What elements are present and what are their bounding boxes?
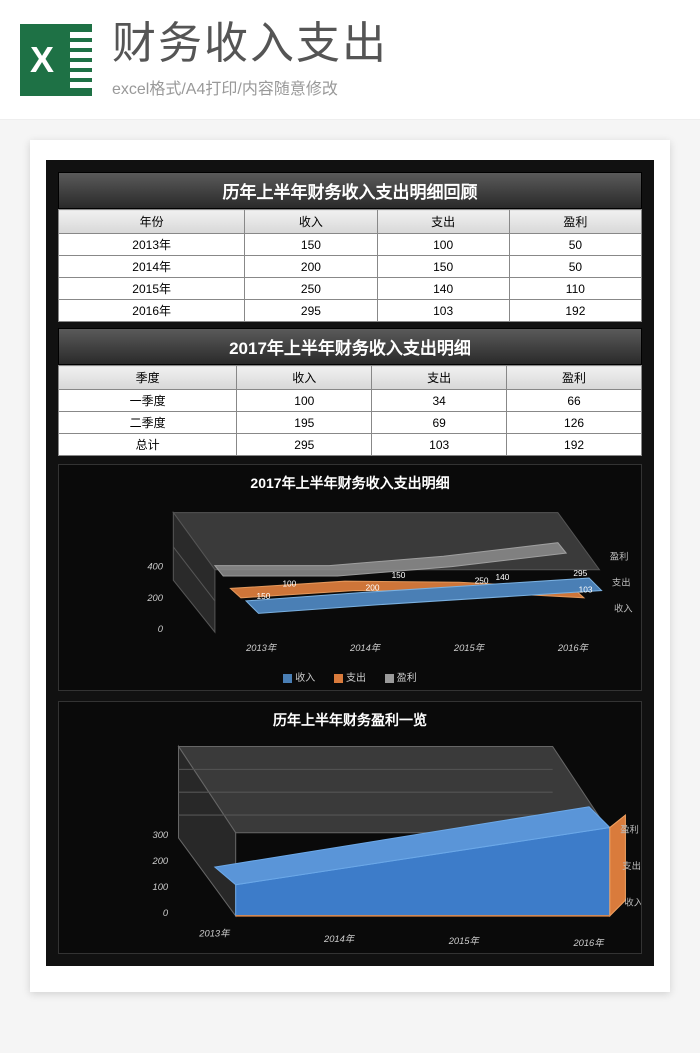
table2-header-row: 季度 收入 支出 盈利 (59, 366, 642, 390)
table2-title: 2017年上半年财务收入支出明细 (58, 328, 642, 365)
cell: 110 (509, 278, 641, 300)
table-row: 总计295103192 (59, 434, 642, 456)
cell: 50 (509, 256, 641, 278)
cell: 200 (245, 256, 377, 278)
svg-text:2014年: 2014年 (323, 934, 356, 944)
svg-text:盈利: 盈利 (610, 550, 629, 561)
sub-title: excel格式/A4打印/内容随意修改 (112, 75, 680, 99)
cell: 二季度 (59, 412, 237, 434)
cell: 250 (245, 278, 377, 300)
main-title: 财务收入支出 (112, 20, 680, 68)
table2: 季度 收入 支出 盈利 一季度1003466二季度19569126总计29510… (58, 365, 642, 456)
col-expense: 支出 (377, 210, 509, 234)
cell: 192 (509, 300, 641, 322)
ytick-200: 200 (146, 593, 163, 603)
col-quarter: 季度 (59, 366, 237, 390)
cell: 50 (509, 234, 641, 256)
chart1-legend: 收入 支出 盈利 (59, 663, 641, 690)
cell: 192 (507, 434, 642, 456)
col-profit: 盈利 (509, 210, 641, 234)
cell: 34 (372, 390, 507, 412)
cell: 100 (377, 234, 509, 256)
table1: 年份 收入 支出 盈利 2013年150100502014年2001505020… (58, 209, 642, 322)
chart2-svg: 0 100 200 300 盈利 支出 收入 2013年 2014年 2015年… (59, 734, 641, 952)
cell: 150 (245, 234, 377, 256)
svg-text:2013年: 2013年 (245, 643, 278, 653)
cell: 295 (237, 434, 372, 456)
cell: 2016年 (59, 300, 245, 322)
svg-text:2015年: 2015年 (448, 936, 481, 946)
svg-text:2013年: 2013年 (198, 929, 231, 939)
svg-text:收入: 收入 (614, 602, 633, 613)
cell: 295 (245, 300, 377, 322)
col-year: 年份 (59, 210, 245, 234)
col-profit: 盈利 (507, 366, 642, 390)
chart1-panel: 2017年上半年财务收入支出明细 0 200 400 (58, 464, 642, 691)
cell: 126 (507, 412, 642, 434)
table-row: 二季度19569126 (59, 412, 642, 434)
svg-text:140: 140 (495, 572, 509, 582)
cell: 100 (237, 390, 372, 412)
svg-text:收入: 收入 (624, 897, 641, 908)
svg-text:支出: 支出 (612, 576, 631, 587)
svg-text:盈利: 盈利 (620, 824, 639, 835)
cell: 150 (377, 256, 509, 278)
table-row: 2013年15010050 (59, 234, 642, 256)
table-row: 一季度1003466 (59, 390, 642, 412)
table-row: 2016年295103192 (59, 300, 642, 322)
cell: 103 (372, 434, 507, 456)
svg-text:200: 200 (366, 583, 380, 593)
col-expense: 支出 (372, 366, 507, 390)
ytick-400: 400 (147, 562, 163, 572)
svg-text:100: 100 (282, 578, 296, 588)
section-1: 历年上半年财务收入支出明细回顾 年份 收入 支出 盈利 2013年1501005… (46, 160, 654, 966)
table-row: 2014年20015050 (59, 256, 642, 278)
ytick-0: 0 (158, 624, 164, 634)
excel-icon (20, 24, 92, 96)
svg-text:支出: 支出 (622, 860, 641, 871)
cell: 2013年 (59, 234, 245, 256)
chart2-panel: 历年上半年财务盈利一览 0 100 200 300 (58, 701, 642, 953)
svg-text:100: 100 (153, 882, 169, 892)
col-income: 收入 (245, 210, 377, 234)
cell: 总计 (59, 434, 237, 456)
cell: 2015年 (59, 278, 245, 300)
svg-text:295: 295 (573, 568, 587, 578)
svg-text:2016年: 2016年 (557, 643, 590, 653)
cell: 一季度 (59, 390, 237, 412)
svg-text:103: 103 (579, 585, 593, 595)
svg-text:200: 200 (152, 856, 169, 866)
cell: 69 (372, 412, 507, 434)
chart1-title: 2017年上半年财务收入支出明细 (59, 465, 641, 497)
cell: 2014年 (59, 256, 245, 278)
header-text: 财务收入支出 excel格式/A4打印/内容随意修改 (112, 20, 680, 98)
cell: 66 (507, 390, 642, 412)
table-row: 2015年250140110 (59, 278, 642, 300)
svg-text:300: 300 (153, 830, 169, 840)
cell: 195 (237, 412, 372, 434)
chart1-svg: 0 200 400 150 100 200 150 250 140 295 10… (59, 497, 641, 663)
template-header: 财务收入支出 excel格式/A4打印/内容随意修改 (0, 0, 700, 120)
chart2-title: 历年上半年财务盈利一览 (59, 702, 641, 734)
document-page: 历年上半年财务收入支出明细回顾 年份 收入 支出 盈利 2013年1501005… (30, 140, 670, 992)
svg-text:2014年: 2014年 (349, 643, 382, 653)
svg-text:0: 0 (163, 908, 169, 918)
svg-text:150: 150 (392, 570, 406, 580)
cell: 140 (377, 278, 509, 300)
table1-header-row: 年份 收入 支出 盈利 (59, 210, 642, 234)
svg-text:250: 250 (475, 575, 489, 585)
table1-title: 历年上半年财务收入支出明细回顾 (58, 172, 642, 209)
col-income: 收入 (237, 366, 372, 390)
svg-text:2015年: 2015年 (453, 643, 486, 653)
cell: 103 (377, 300, 509, 322)
svg-text:150: 150 (256, 591, 270, 601)
svg-text:2016年: 2016年 (572, 938, 605, 948)
